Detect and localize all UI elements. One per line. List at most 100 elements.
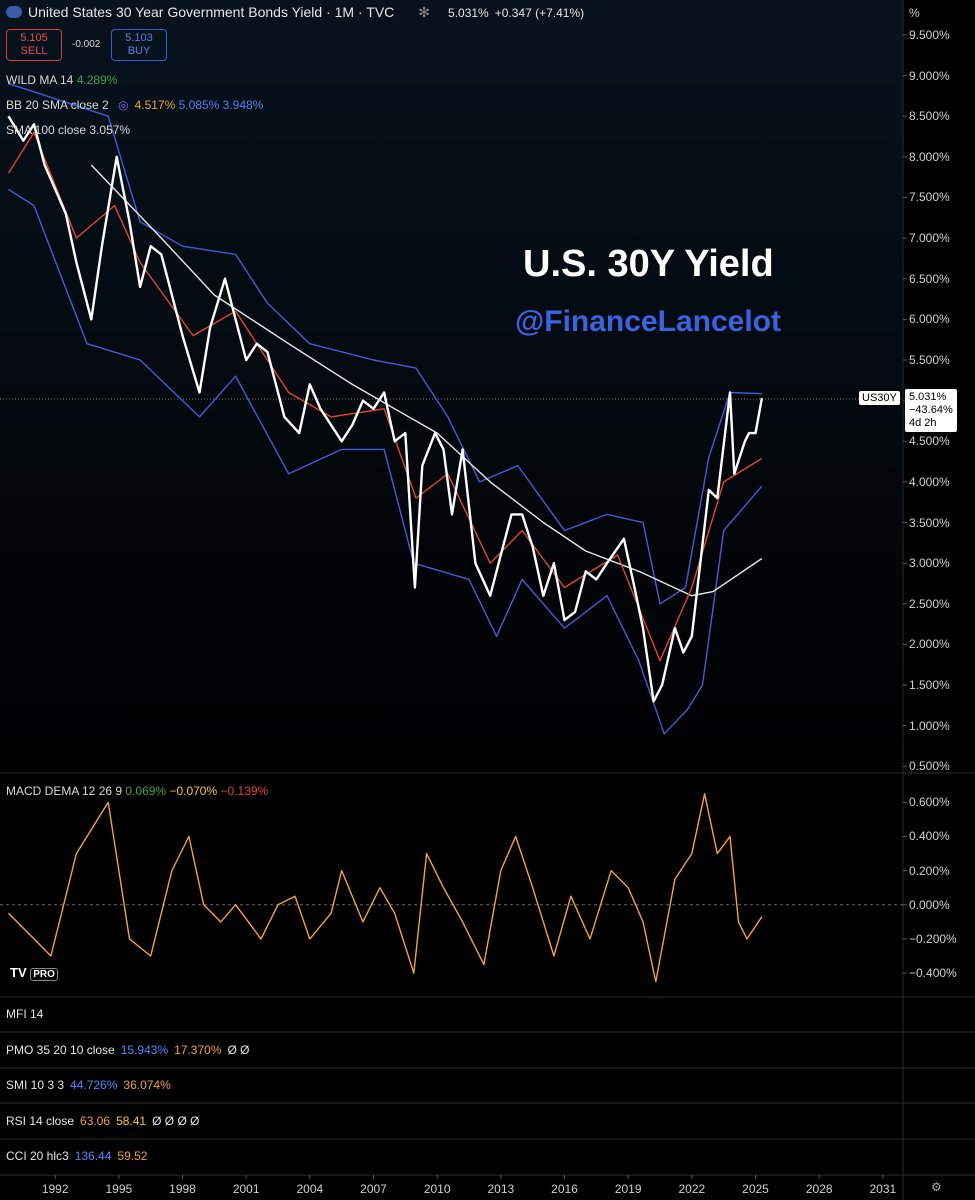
- series-line: [8, 188, 763, 735]
- pane-label: SMI 10 3 3: [6, 1078, 65, 1092]
- y-tick-label: 0.400%: [909, 829, 950, 844]
- y-tick-label: 0.500%: [909, 759, 950, 774]
- pane-value: 15.943%: [120, 1043, 169, 1057]
- x-tick-label: 1998: [169, 1182, 196, 1196]
- y-tick-label: 5.500%: [909, 352, 950, 367]
- y-tick-label: 1.000%: [909, 718, 950, 733]
- sell-price: 5.105: [20, 32, 48, 44]
- pane-label: CCI 20 hlc3: [6, 1149, 69, 1163]
- x-tick-label: 2007: [360, 1182, 387, 1196]
- spread: -0.002: [72, 39, 101, 50]
- pane-label: MFI 14: [6, 1007, 44, 1021]
- legend-value: 4.289%: [76, 73, 118, 87]
- axis-unit: %: [909, 6, 920, 20]
- pane-extra: Ø Ø: [227, 1043, 250, 1057]
- title: United States 30 Year Government Bonds Y…: [28, 4, 395, 20]
- price-tag: 5.031% −43.64% 4d 2h: [905, 389, 957, 432]
- x-tick-label: 2028: [805, 1182, 833, 1196]
- y-tick-label: 0.000%: [909, 897, 950, 912]
- x-tick-label: 1995: [105, 1182, 133, 1196]
- y-tick-label: 8.000%: [909, 149, 950, 164]
- y-tick-label: 2.500%: [909, 596, 950, 611]
- settings-icon[interactable]: ⚙: [931, 1180, 942, 1194]
- legend-value: 0.069%: [125, 784, 167, 798]
- legend-value: −0.070%: [169, 784, 218, 798]
- symbol-title: United States 30 Year Government Bonds Y…: [6, 4, 584, 21]
- series-line: [7, 131, 763, 662]
- legend-label: MACD DEMA 12 26 9: [6, 784, 123, 798]
- y-tick-label: 7.500%: [909, 190, 950, 205]
- y-tick-label: 0.200%: [909, 863, 950, 878]
- x-tick-label: 1992: [41, 1182, 69, 1196]
- pane-label: PMO 35 20 10 close: [6, 1043, 115, 1057]
- legend-value: 4.517%: [134, 98, 176, 112]
- icon: ◎: [118, 98, 129, 112]
- y-tick-label: 0.600%: [909, 795, 950, 810]
- legend-value: −0.139%: [220, 784, 269, 798]
- legend-macd: MACD DEMA 12 26 9 0.069% −0.070% −0.139%: [6, 784, 268, 798]
- series-line: [8, 793, 763, 983]
- y-tick-label: 4.500%: [909, 434, 950, 449]
- y-tick-label: −0.200%: [909, 931, 957, 946]
- y-tick-label: 7.000%: [909, 231, 950, 246]
- overlay-title: U.S. 30Y Yield: [523, 243, 774, 285]
- y-tick-label: 3.500%: [909, 515, 950, 530]
- pane-legend: PMO 35 20 10 close 15.943% 17.370% Ø Ø: [6, 1043, 250, 1057]
- brand-pro: PRO: [30, 968, 58, 981]
- pane-value: 59.52: [117, 1149, 148, 1163]
- y-tick-label: 9.500%: [909, 27, 950, 42]
- y-tick-label: 3.000%: [909, 556, 950, 571]
- x-tick-label: 2010: [423, 1182, 451, 1196]
- x-tick-label: 2013: [487, 1182, 515, 1196]
- y-tick-label: 6.000%: [909, 312, 950, 327]
- legend-label: SMA 100 close: [6, 123, 87, 137]
- pane-label: RSI 14 close: [6, 1114, 75, 1128]
- pane-value: 136.44: [74, 1149, 112, 1163]
- y-tick-label: 6.500%: [909, 271, 950, 286]
- legend-label: BB 20 SMA close 2: [6, 98, 109, 112]
- legend-sma: SMA 100 close 3.057%: [6, 123, 130, 137]
- tag-price: 5.031%: [909, 391, 947, 403]
- pane-legend: CCI 20 hlc3 136.44 59.52: [6, 1149, 147, 1163]
- legend-wild: WILD MA 14 4.289%: [6, 73, 117, 87]
- series-line: [7, 115, 764, 703]
- pane-extra: Ø Ø Ø Ø: [152, 1114, 200, 1128]
- pane-legend: RSI 14 close 63.06 58.41 Ø Ø Ø Ø: [6, 1114, 199, 1128]
- x-tick-label: 2031: [869, 1182, 897, 1196]
- y-tick-label: 8.500%: [909, 109, 950, 124]
- legend-value: 5.085%: [178, 98, 220, 112]
- pane-legend: MFI 14: [6, 1007, 43, 1021]
- y-tick-label: −0.400%: [909, 966, 957, 981]
- pane-value: 58.41: [116, 1114, 147, 1128]
- sell-button[interactable]: 5.105 SELL: [6, 29, 62, 61]
- legend-label: WILD MA 14: [6, 73, 74, 87]
- tag-countdown: 4d 2h: [909, 417, 937, 429]
- x-tick-label: 2004: [296, 1182, 324, 1196]
- overlay-handle: @FinanceLancelot: [515, 305, 781, 338]
- y-tick-label: 4.000%: [909, 474, 950, 489]
- x-tick-label: 2022: [678, 1182, 706, 1196]
- x-tick-label: 2025: [742, 1182, 769, 1196]
- sell-label: SELL: [20, 45, 48, 57]
- flag-icon: [6, 6, 22, 18]
- pane-value: 17.370%: [174, 1043, 222, 1057]
- symbol-tag: US30Y: [859, 391, 900, 405]
- tag-change: −43.64%: [909, 404, 953, 416]
- legend-bb: BB 20 SMA close 2 ◎ 4.517% 5.085% 3.948%: [6, 98, 263, 112]
- pane-value: 36.074%: [123, 1078, 171, 1092]
- x-tick-label: 2016: [551, 1182, 578, 1196]
- buy-label: BUY: [127, 45, 151, 57]
- brand: TV PRO: [10, 965, 58, 981]
- buy-price: 5.103: [125, 32, 153, 44]
- legend-value: 3.057%: [89, 123, 131, 137]
- icon: ✻: [418, 4, 431, 20]
- buy-button[interactable]: 5.103 BUY: [111, 29, 167, 61]
- pane-value: 44.726%: [70, 1078, 118, 1092]
- last-price: 5.031%: [448, 6, 489, 20]
- y-tick-label: 2.000%: [909, 637, 950, 652]
- pane-legend: SMI 10 3 3 44.726% 36.074%: [6, 1078, 171, 1092]
- y-tick-label: 1.500%: [909, 678, 950, 693]
- legend-value: 3.948%: [222, 98, 264, 112]
